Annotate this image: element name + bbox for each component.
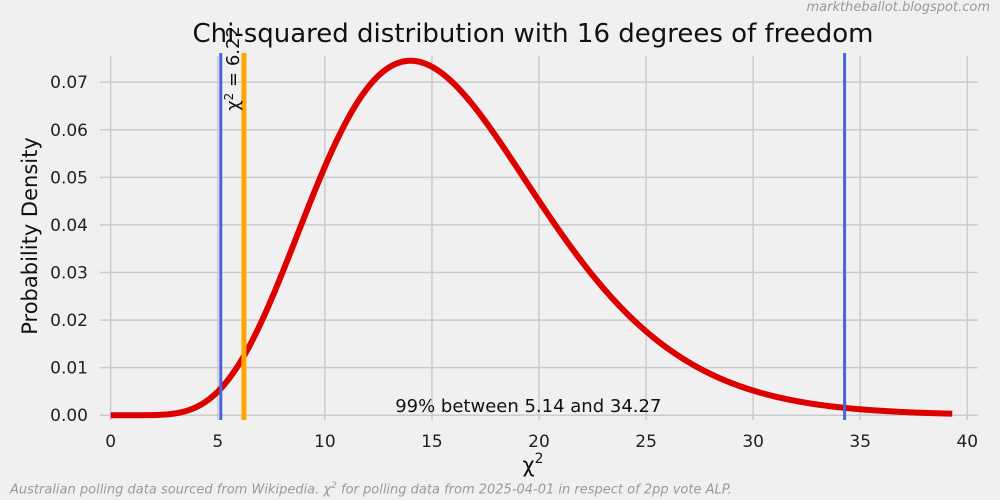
- x-tick-labels: 0 5 10 15 20 25 30 35 40: [105, 432, 978, 452]
- observed-value: = 6.22: [223, 26, 244, 93]
- x-tick-label: 25: [635, 432, 657, 452]
- x-tick-label: 10: [314, 432, 336, 452]
- x-tick-label: 0: [105, 432, 116, 452]
- y-tick-label: 0.02: [50, 311, 88, 331]
- interval-annotation: 99% between 5.14 and 34.27: [395, 396, 661, 417]
- x-tick-label: 5: [212, 432, 223, 452]
- footer-after: for polling data from 2025-04-01 in resp…: [336, 482, 732, 497]
- x-axis-superscript: 2: [535, 451, 544, 467]
- footer-symbol: χ: [323, 482, 332, 497]
- source-watermark: marktheballot.blogspot.com: [806, 0, 990, 15]
- observed-symbol: χ: [223, 100, 244, 110]
- x-tick-label: 20: [528, 432, 550, 452]
- y-tick-labels: 0.00 0.01 0.02 0.03 0.04 0.05 0.06 0.07: [50, 73, 88, 426]
- density-curve: [109, 57, 954, 419]
- x-tick-label: 15: [421, 432, 443, 452]
- footer-superscript: 2: [331, 480, 337, 491]
- x-axis-symbol: χ: [522, 453, 534, 477]
- y-tick-label: 0.03: [50, 263, 88, 283]
- y-tick-label: 0.05: [50, 168, 88, 188]
- x-axis-label: χ2: [522, 451, 543, 477]
- y-axis-label: Probability Density: [18, 137, 42, 335]
- chart-title: Chi-squared distribution with 16 degrees…: [192, 19, 873, 49]
- footer-before: Australian polling data sourced from Wik…: [10, 482, 324, 497]
- footer-note: Australian polling data sourced from Wik…: [10, 481, 732, 497]
- y-tick-label: 0.01: [50, 359, 88, 379]
- x-tick-label: 30: [742, 432, 764, 452]
- interval-lines: [219, 53, 847, 420]
- observed-superscript: 2: [222, 93, 236, 101]
- x-tick-label: 40: [956, 432, 978, 452]
- x-tick-label: 35: [849, 432, 871, 452]
- y-tick-label: 0.06: [50, 121, 88, 141]
- observed-value-label: χ2 = 6.22: [222, 26, 244, 111]
- y-tick-label: 0.00: [50, 406, 88, 426]
- y-tick-label: 0.04: [50, 216, 88, 236]
- y-tick-label: 0.07: [50, 73, 88, 93]
